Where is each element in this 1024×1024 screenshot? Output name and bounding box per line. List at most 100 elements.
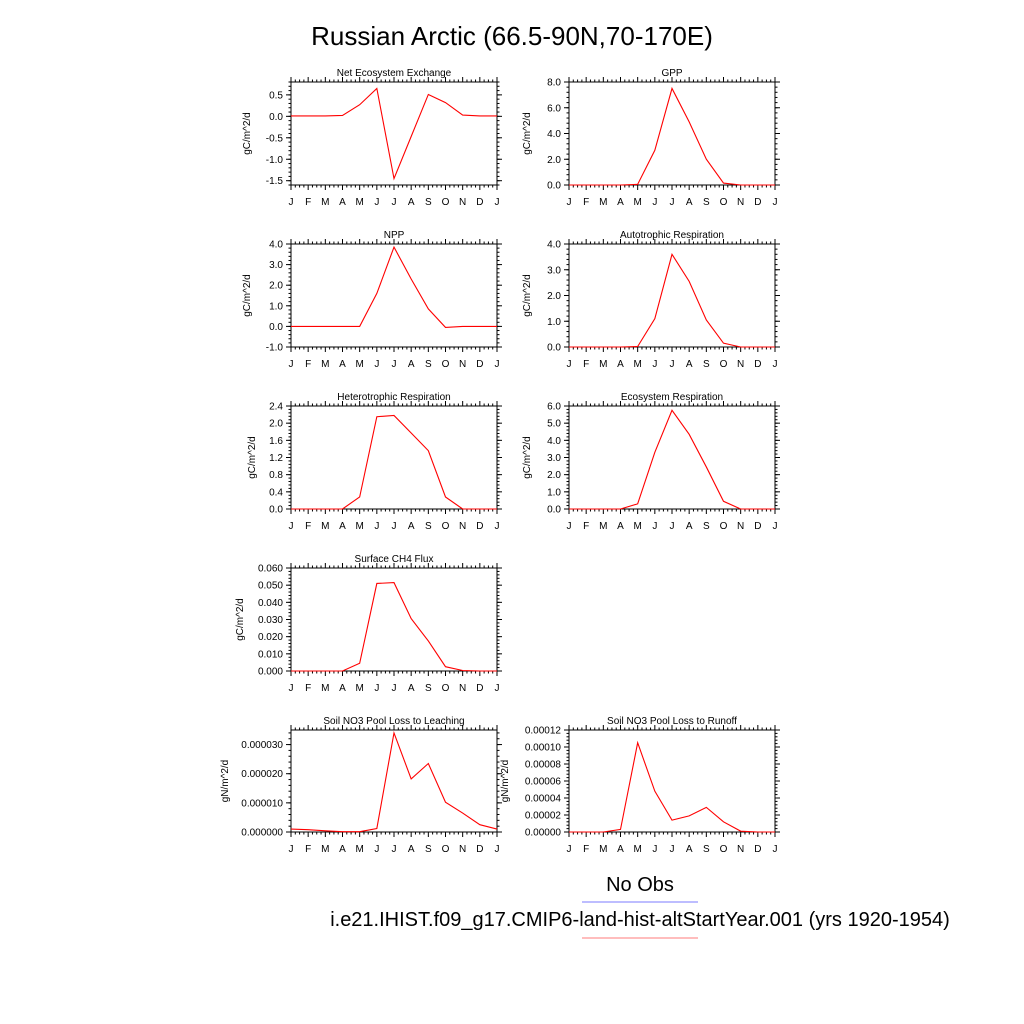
y-tick-label: 0.000000 [241,828,283,839]
y-tick-label: 0.00004 [525,794,562,805]
x-tick-label: A [617,359,624,370]
x-tick-label: J [773,197,778,208]
series-line [291,245,497,328]
x-tick-label: J [392,683,397,694]
series-line [569,740,775,833]
x-tick-label: N [737,521,744,532]
panel-title: Ecosystem Respiration [621,392,723,403]
x-tick-label: D [476,844,483,855]
series-line [291,414,497,510]
x-tick-label: J [495,683,500,694]
x-tick-label: S [425,683,432,694]
x-tick-label: D [754,197,761,208]
x-tick-label: N [459,521,466,532]
x-tick-label: J [670,844,675,855]
panel-title: Soil NO3 Pool Loss to Leaching [323,716,464,727]
y-tick-label: 0.060 [258,564,283,575]
x-tick-label: S [703,521,710,532]
y-tick-label: 6.0 [547,103,561,114]
x-tick-label: A [686,521,693,532]
y-tick-label: 8.0 [547,78,561,89]
x-tick-label: J [495,197,500,208]
x-tick-label: J [495,359,500,370]
y-tick-label: 0.00006 [525,777,562,788]
y-tick-label: 3.0 [547,265,561,276]
y-tick-label: 4.0 [547,240,561,251]
x-tick-label: A [686,197,693,208]
x-tick-label: J [670,197,675,208]
plot-frame [290,243,498,348]
x-tick-label: M [321,683,329,694]
plot-frame [568,81,776,186]
x-tick-label: A [408,359,415,370]
x-tick-label: O [442,359,450,370]
x-tick-label: N [737,359,744,370]
y-tick-label: 2.4 [269,402,283,413]
series-line [569,86,775,186]
y-tick-label: 0.8 [269,470,283,481]
x-tick-label: A [408,844,415,855]
y-tick-label: 0.5 [269,90,283,101]
x-tick-label: A [339,359,346,370]
x-tick-label: J [392,521,397,532]
x-tick-label: A [339,521,346,532]
x-tick-label: J [374,197,379,208]
x-tick-label: O [720,844,728,855]
x-tick-label: J [392,197,397,208]
y-tick-label: 1.6 [269,436,283,447]
x-tick-label: D [476,521,483,532]
y-tick-label: 2.0 [269,281,283,292]
x-tick-label: M [321,844,329,855]
x-tick-label: J [289,197,294,208]
x-tick-label: J [773,359,778,370]
x-tick-label: N [459,844,466,855]
y-tick-label: 0.00008 [525,760,562,771]
x-tick-label: D [754,521,761,532]
x-tick-label: A [408,683,415,694]
y-tick-label: 3.0 [269,260,283,271]
x-tick-label: M [599,197,607,208]
y-axis-label: gC/m^2/d [247,436,258,479]
x-tick-label: F [583,359,589,370]
x-tick-label: M [633,521,641,532]
x-tick-label: M [321,521,329,532]
x-tick-label: J [374,844,379,855]
y-tick-label: 6.0 [547,402,561,413]
panel-title: Net Ecosystem Exchange [337,68,452,79]
x-tick-label: J [374,521,379,532]
plot-frame [568,243,776,348]
x-tick-label: J [289,844,294,855]
x-tick-label: M [599,521,607,532]
x-tick-label: J [289,359,294,370]
x-tick-label: J [670,521,675,532]
x-tick-label: A [617,844,624,855]
x-tick-label: D [754,844,761,855]
y-tick-label: 0.0 [269,322,283,333]
x-tick-label: J [567,197,572,208]
panel-title: Soil NO3 Pool Loss to Runoff [607,716,737,727]
x-tick-label: M [355,521,363,532]
x-tick-label: N [737,197,744,208]
series-line [290,730,498,833]
x-tick-label: J [374,359,379,370]
x-tick-label: M [599,844,607,855]
x-tick-label: J [392,359,397,370]
x-tick-label: N [459,359,466,370]
x-tick-label: M [321,197,329,208]
x-tick-label: M [599,359,607,370]
x-tick-label: J [567,521,572,532]
x-tick-label: F [583,197,589,208]
y-tick-label: 2.0 [547,155,561,166]
y-axis-label: gC/m^2/d [235,598,246,641]
plot-frame [568,405,776,510]
panel-title: NPP [384,230,405,241]
x-tick-label: J [652,844,657,855]
x-tick-label: S [425,844,432,855]
x-tick-label: M [355,197,363,208]
y-tick-label: 0.000 [258,667,283,678]
legend-label-obs: No Obs [606,874,674,896]
